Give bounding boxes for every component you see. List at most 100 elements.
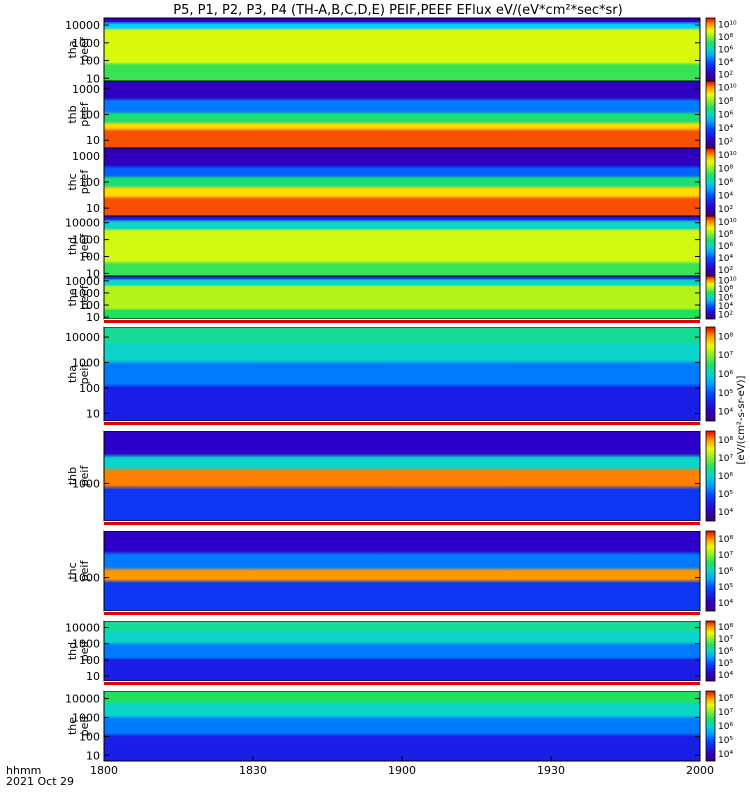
panel-label-probe: thc [66,562,79,579]
colorbar-tick-label: 10⁵ [718,583,733,593]
spectrogram-image [104,148,700,216]
colorbar-tick-label: 10⁴ [718,508,733,518]
colorbar-tick-label: 10⁵ [718,659,733,669]
colorbar-tick-label: 10⁴ [718,599,733,609]
y-tick-label: 10000 [65,275,100,288]
y-tick-label: 100 [79,109,100,122]
y-tick-label: 1000 [72,234,100,247]
colorbar-tick-label: 10⁵ [718,389,733,399]
y-tick-label: 1000 [72,150,100,163]
panel-thb-peef: 10 100 1000 thb peef 10² 10⁴ 10⁶ 10⁸ 10¹⁰ [66,80,737,149]
y-tick-label: 1000 [72,477,100,490]
y-tick-label: 10000 [65,331,100,344]
colorbar-tick-label: 10⁸ [718,164,733,174]
panel-tha-peef: 10 100 1000 10000 tha peef 10² 10⁴ 10⁶ 10⁸ 10¹⁰ [65,17,737,85]
panel-label-probe: thb [66,105,79,123]
figure-title: P5, P1, P2, P3, P4 (TH-A,B,C,D,E) PEIF,P… [173,3,622,18]
colorbar-tick-label: 10⁸ [718,230,733,240]
colorbar-tick-label: 10⁶ [718,46,733,56]
colorbar-tick-label: 10⁶ [718,242,733,252]
colorbar-tick-label: 10⁶ [718,567,733,577]
panel-label-quantity: peef [78,233,91,259]
colorbar-tick-label: 10⁸ [718,332,733,342]
colorbar-tick-label: 10⁵ [718,736,733,746]
colorbar-tick-label: 10⁸ [718,285,733,295]
colorbar-tick-label: 10⁴ [718,302,733,312]
panel-label-quantity: peef [78,284,91,310]
colorbar [705,275,716,320]
y-tick-label: 100 [79,299,100,312]
colorbar [705,80,716,149]
y-tick-label: 1000 [72,37,100,50]
fill-flag-line [104,682,700,685]
x-tick-label: 1830 [239,764,267,777]
spectrogram-image [104,531,700,611]
colorbar-tick-label: 10⁷ [718,551,733,561]
panel-label-quantity: peif [78,465,91,487]
y-tick-label: 1000 [72,572,100,585]
y-tick-label: 10000 [65,621,100,634]
spectrogram-image [104,691,700,761]
y-tick-label: 10000 [65,693,100,706]
colorbar-tick-label: 10⁸ [718,535,733,545]
y-tick-label: 10 [86,670,100,683]
colorbar-tick-label: 10⁷ [718,708,733,718]
spectrogram-image [104,216,700,276]
spectrogram-image [104,431,700,521]
panel-label-quantity: peif [78,715,91,737]
y-tick-label: 10000 [65,217,100,230]
spectrogram-image [104,276,700,319]
fill-band [104,421,700,431]
colorbar-tick-label: 10⁴ [718,192,733,202]
colorbar [705,215,716,277]
colorbar-tick-label: 10⁶ [718,472,733,482]
spectrogram-image [104,621,700,681]
fill-band [104,611,700,621]
colorbar [705,530,716,612]
colorbar-tick-label: 10⁷ [718,351,733,361]
y-tick-label: 1000 [72,287,100,300]
y-tick-label: 1000 [72,638,100,651]
colorbar-tick-label: 10⁸ [718,694,733,704]
colorbar-tick-label: 10⁸ [718,33,733,43]
y-tick-label: 100 [79,382,100,395]
colorbar-tick-label: 10¹⁰ [718,84,737,94]
panel-thd-peef: 10 100 1000 10000 thd peef 10² 10⁴ 10⁶ 10⁸ 10¹⁰ [65,215,737,280]
x-tick-label: 1800 [90,764,118,777]
y-tick-label: 1000 [72,357,100,370]
colorbar-tick-label: 10¹⁰ [718,151,737,161]
panel-thc-peef: 10 100 1000 thc peef 10² 10⁴ 10⁶ 10⁸ 10¹⁰ [66,147,737,217]
colorbar-unit-label: [eV/(cm²-s-sr-eV)] [736,375,747,464]
colorbar-tick-label: 10⁶ [718,370,733,380]
colorbar-tick-label: 10¹⁰ [718,20,737,30]
panel-label-quantity: peif [78,640,91,662]
colorbar-tick-label: 10⁶ [718,111,733,121]
colorbar [705,430,716,522]
y-tick-label: 100 [79,730,100,743]
y-tick-label: 10 [86,202,100,215]
y-tick-label: 100 [79,250,100,263]
colorbar-tick-label: 10² [718,137,733,147]
panel-thd-peif: 10 100 1000 10000 thd peif 10⁴ 10⁵ 10⁶ 10⁷ 10⁸ [65,620,733,683]
colorbar-tick-label: 10² [718,205,733,215]
colorbar [705,326,716,422]
colorbar-tick-label: 10⁸ [718,623,733,633]
y-tick-label: 10 [86,134,100,147]
colorbar [705,690,716,762]
fill-flag-line [104,612,700,615]
colorbar-tick-label: 10⁴ [718,254,733,264]
colorbar-tick-label: 10⁴ [718,124,733,134]
colorbar-tick-label: 10⁸ [718,436,733,446]
colorbar-tick-label: 10² [718,311,733,321]
y-tick-label: 10 [86,749,100,762]
colorbar-tick-label: 10¹⁰ [718,276,737,286]
panel-label-quantity: peif [78,560,91,582]
colorbar [705,147,716,217]
panel-label-quantity: peef [78,169,91,195]
panel-label-quantity: peef [78,101,91,127]
colorbar-tick-label: 10⁷ [718,454,733,464]
fill-flag-line [104,522,700,525]
